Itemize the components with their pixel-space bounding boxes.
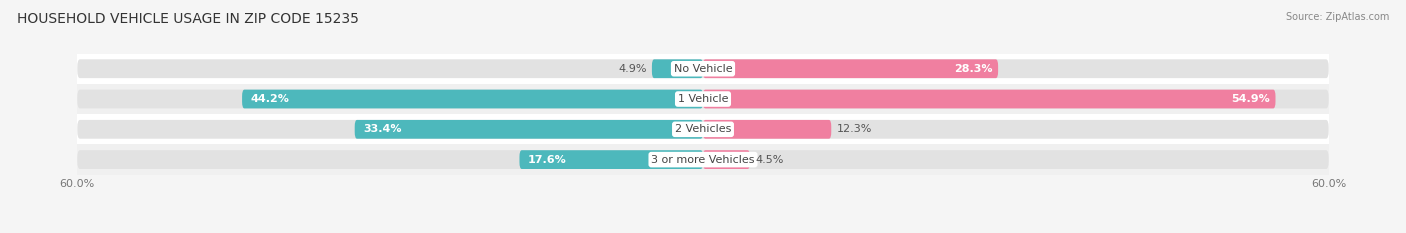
Text: 54.9%: 54.9% [1232, 94, 1270, 104]
Text: 2 Vehicles: 2 Vehicles [675, 124, 731, 134]
Text: 4.5%: 4.5% [755, 155, 783, 164]
FancyBboxPatch shape [652, 59, 703, 78]
FancyBboxPatch shape [703, 90, 1275, 108]
Text: 4.9%: 4.9% [619, 64, 647, 74]
FancyBboxPatch shape [77, 120, 1329, 139]
Text: 28.3%: 28.3% [955, 64, 993, 74]
Text: 44.2%: 44.2% [250, 94, 290, 104]
Text: HOUSEHOLD VEHICLE USAGE IN ZIP CODE 15235: HOUSEHOLD VEHICLE USAGE IN ZIP CODE 1523… [17, 12, 359, 26]
FancyBboxPatch shape [703, 150, 749, 169]
Text: Source: ZipAtlas.com: Source: ZipAtlas.com [1285, 12, 1389, 22]
FancyBboxPatch shape [77, 90, 1329, 108]
FancyBboxPatch shape [703, 120, 831, 139]
Text: 1 Vehicle: 1 Vehicle [678, 94, 728, 104]
Bar [77, 114, 1329, 144]
FancyBboxPatch shape [77, 59, 1329, 78]
Text: 3 or more Vehicles: 3 or more Vehicles [651, 155, 755, 164]
Text: 12.3%: 12.3% [837, 124, 872, 134]
Bar [77, 84, 1329, 114]
Text: No Vehicle: No Vehicle [673, 64, 733, 74]
FancyBboxPatch shape [77, 150, 1329, 169]
Bar [77, 54, 1329, 84]
Text: 33.4%: 33.4% [363, 124, 402, 134]
Bar [77, 144, 1329, 175]
FancyBboxPatch shape [354, 120, 703, 139]
Text: 17.6%: 17.6% [527, 155, 567, 164]
FancyBboxPatch shape [242, 90, 703, 108]
FancyBboxPatch shape [519, 150, 703, 169]
FancyBboxPatch shape [703, 59, 998, 78]
